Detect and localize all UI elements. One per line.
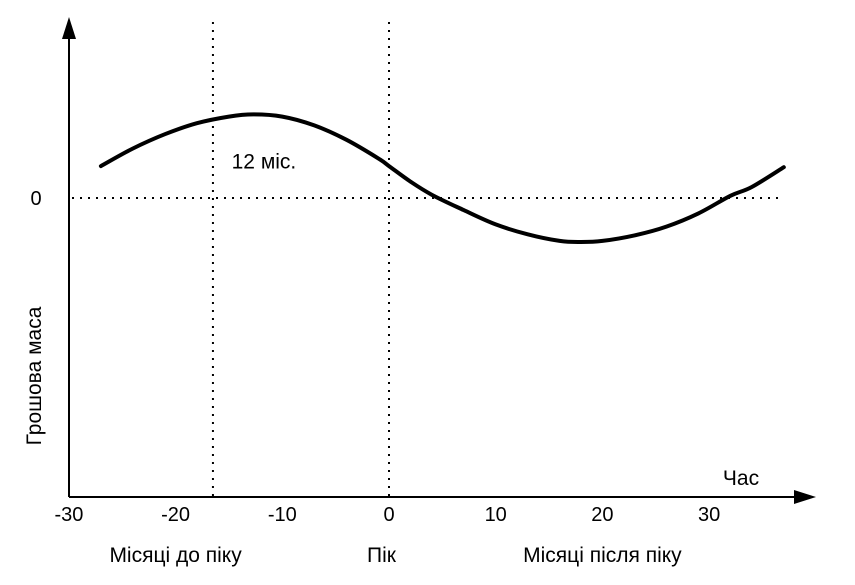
- x-tick-label: 20: [591, 504, 613, 526]
- x-tick-label: -20: [161, 504, 190, 526]
- money-supply-curve: [98, 112, 786, 245]
- y-tick-label: 0: [30, 188, 41, 210]
- region-label: Пік: [367, 544, 397, 567]
- x-tick-label: -10: [268, 504, 297, 526]
- y-tick-labels: 0: [30, 188, 41, 210]
- region-label: Місяці до піку: [109, 544, 242, 567]
- region-label: Місяці після піку: [523, 544, 682, 567]
- reference-lines: [72, 22, 782, 497]
- annotations: 12 міс.: [232, 151, 297, 174]
- x-axis-title: Час: [723, 467, 759, 490]
- region-labels: Місяці до піку Пік Місяці після піку: [109, 544, 682, 567]
- y-axis-arrow-icon: [62, 17, 76, 39]
- x-tick-label: -30: [54, 504, 83, 526]
- x-axis-arrow-icon: [794, 490, 816, 504]
- x-tick-label: 30: [698, 504, 720, 526]
- x-tick-label: 0: [383, 504, 394, 526]
- y-axis-title: Грошова маса: [23, 306, 46, 445]
- x-tick-label: 10: [485, 504, 507, 526]
- data-series: [98, 112, 786, 245]
- x-tick-labels: -30 -20 -10 0 10 20 30: [54, 504, 720, 526]
- annotation-label: 12 міс.: [232, 151, 297, 174]
